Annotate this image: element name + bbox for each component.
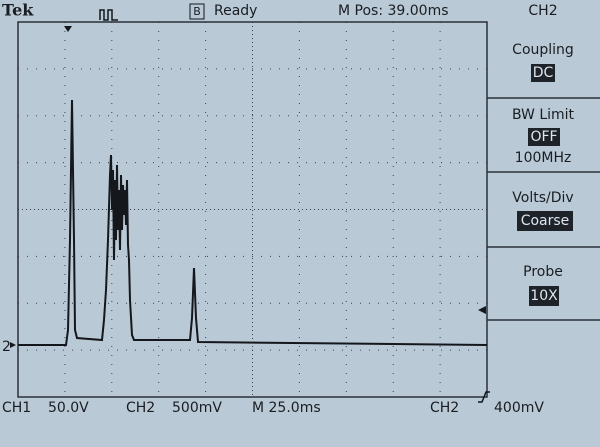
menu-label[interactable]: Volts/Div [512, 190, 573, 206]
position: M Pos: 39.00ms [338, 3, 449, 19]
menu-label[interactable]: Probe [523, 264, 563, 280]
status: Ready [214, 3, 257, 19]
waveform [18, 99, 488, 346]
trigger-level: 400mV [494, 400, 544, 416]
channel-marker-arrow [10, 342, 16, 348]
channel-marker: 2 [2, 339, 11, 355]
menu-channel: CH2 [528, 3, 557, 19]
menu-setting[interactable]: DC [533, 65, 554, 81]
trigger-state-box [189, 3, 205, 20]
trigger-level-marker [478, 306, 486, 314]
setting-highlight [517, 211, 573, 231]
timebase: M 25.0ms [252, 400, 321, 416]
side-menu [487, 97, 600, 321]
menu-label[interactable]: Coupling [512, 42, 574, 58]
brand: Tek [2, 1, 34, 20]
ch2-scale: 500mV [172, 400, 222, 416]
setting-highlight [528, 128, 560, 146]
menu-label[interactable]: BW Limit [512, 107, 575, 123]
ch1-scale: 50.0V [48, 400, 89, 416]
trigger-state-icon: B [193, 5, 201, 18]
setting-highlight [531, 64, 555, 82]
menu-setting[interactable]: Coarse [521, 213, 570, 229]
ch2-label: CH2 [126, 400, 155, 416]
trigger-slope-icon [478, 391, 490, 403]
menu-setting[interactable]: OFF [530, 129, 557, 145]
graticule-border [17, 21, 488, 398]
setting-highlight [529, 286, 559, 306]
ch1-label: CH1 [2, 400, 31, 416]
menu-setting[interactable]: 10X [530, 288, 558, 304]
trigger-source: CH2 [430, 400, 459, 416]
trigger-position-marker [64, 26, 72, 32]
acquire-icon [99, 9, 118, 21]
menu-detail: 100MHz [515, 150, 572, 166]
graticule [18, 22, 487, 397]
